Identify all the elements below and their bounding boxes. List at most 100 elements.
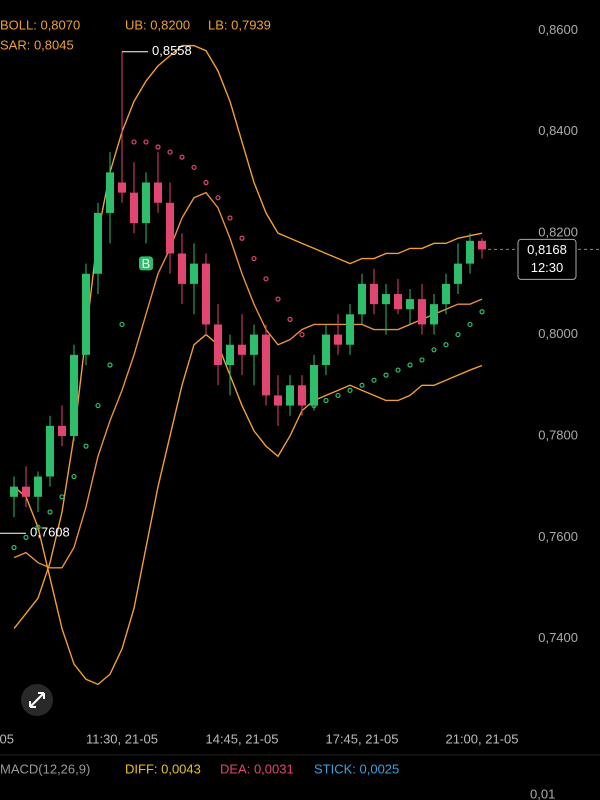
macd-diff: DIFF: 0,0043 bbox=[125, 761, 201, 776]
sar-dot bbox=[83, 443, 89, 449]
candle-body bbox=[262, 334, 270, 396]
candle-body bbox=[82, 273, 90, 355]
sar-dot bbox=[131, 139, 137, 145]
candle-body bbox=[454, 263, 462, 284]
sar-dot bbox=[467, 321, 473, 328]
sar-dot bbox=[167, 149, 173, 155]
sar-dot bbox=[275, 296, 281, 302]
legend-entry: SAR: 0,8045 bbox=[0, 37, 74, 52]
sar-dot bbox=[455, 331, 461, 338]
sar-dot bbox=[191, 164, 197, 170]
sar-dot bbox=[251, 255, 257, 262]
overlay-line bbox=[13, 333, 483, 686]
candle-body bbox=[358, 283, 366, 315]
candle-body bbox=[130, 192, 138, 224]
price-time: 12:30 bbox=[531, 260, 564, 275]
y-tick-label: 0,8200 bbox=[538, 225, 578, 240]
sar-dot bbox=[35, 524, 41, 530]
candle-body bbox=[10, 486, 18, 497]
legend-entry: UB: 0,8200 bbox=[125, 17, 190, 32]
x-tick-label: 11:30, 21-05 bbox=[86, 731, 158, 746]
sar-dot bbox=[47, 509, 53, 515]
sar-dot bbox=[227, 215, 233, 221]
macd-axis-label: 0,01 bbox=[530, 786, 555, 800]
expand-icon[interactable] bbox=[21, 684, 53, 716]
macd-dea: DEA: 0,0031 bbox=[220, 761, 294, 776]
price-value: 0,8168 bbox=[527, 242, 567, 257]
y-tick-label: 0,7400 bbox=[538, 630, 578, 645]
buy-signal: B bbox=[142, 256, 151, 271]
y-tick-label: 0,8000 bbox=[538, 326, 578, 341]
sar-dot bbox=[323, 397, 329, 404]
sar-dot bbox=[383, 372, 389, 378]
y-tick-label: 0,8600 bbox=[538, 22, 578, 37]
sar-dot bbox=[203, 179, 209, 186]
y-tick-label: 0,7600 bbox=[538, 529, 578, 544]
candle-body bbox=[106, 172, 114, 213]
candle-body bbox=[394, 294, 402, 310]
sar-dot bbox=[215, 195, 221, 201]
candle-body bbox=[118, 182, 126, 193]
candle-body bbox=[34, 476, 42, 497]
overlay-line bbox=[13, 191, 483, 569]
x-tick-label: 17:45, 21-05 bbox=[325, 731, 398, 746]
candle-body bbox=[418, 299, 426, 325]
y-tick-label: 0,8400 bbox=[538, 123, 578, 138]
sar-dot bbox=[179, 154, 185, 160]
candle-body bbox=[22, 486, 30, 497]
legend-entry: BOLL: 0,8070 bbox=[0, 17, 80, 32]
sar-dot bbox=[95, 402, 101, 409]
x-tick-label: 21:00, 21-05 bbox=[445, 731, 518, 746]
legend-entry: LB: 0,7939 bbox=[208, 17, 271, 32]
candle-body bbox=[310, 365, 318, 406]
candle-body bbox=[190, 263, 198, 284]
sar-dot bbox=[71, 473, 77, 480]
sar-dot bbox=[479, 309, 485, 315]
sar-dot bbox=[431, 347, 437, 353]
candle-body bbox=[202, 263, 210, 325]
candle-body bbox=[346, 314, 354, 345]
candle-body bbox=[334, 334, 342, 345]
sar-dot bbox=[335, 392, 341, 399]
candle-body bbox=[154, 182, 162, 203]
candle-body bbox=[430, 304, 438, 325]
x-tick-label: 21-05 bbox=[0, 731, 14, 746]
price-box bbox=[517, 238, 577, 280]
sar-dot bbox=[347, 387, 353, 393]
sar-dot bbox=[263, 276, 269, 282]
sar-dot bbox=[371, 377, 377, 383]
candle-body bbox=[286, 385, 294, 406]
candle-body bbox=[46, 425, 54, 477]
candle-body bbox=[298, 385, 306, 406]
sar-dot bbox=[359, 382, 365, 388]
candle-body bbox=[166, 202, 174, 254]
sar-dot bbox=[143, 139, 149, 145]
overlay-line bbox=[13, 44, 483, 630]
sar-dot bbox=[395, 367, 401, 373]
candle-body bbox=[466, 240, 474, 264]
candle-body bbox=[250, 334, 258, 355]
sar-dot bbox=[59, 494, 65, 500]
sar-dot bbox=[107, 362, 113, 368]
candle-body bbox=[70, 354, 78, 436]
sar-dot bbox=[23, 534, 29, 540]
sar-dot bbox=[119, 321, 125, 328]
low-label: 0,7608 bbox=[30, 525, 70, 540]
x-tick-label: 14:45, 21-05 bbox=[205, 731, 278, 746]
high-label: 0,8558 bbox=[152, 43, 192, 58]
candle-body bbox=[382, 294, 390, 305]
candle-body bbox=[142, 182, 150, 224]
candle-body bbox=[226, 344, 234, 365]
sar-dot bbox=[299, 331, 305, 338]
y-tick-label: 0,7800 bbox=[538, 427, 578, 442]
sar-dot bbox=[11, 544, 17, 551]
buy-signal-box bbox=[139, 256, 153, 271]
candle-body bbox=[478, 240, 486, 250]
candle-body bbox=[238, 344, 246, 355]
sar-dot bbox=[155, 144, 161, 150]
macd-title: MACD(12,26,9) bbox=[0, 761, 90, 776]
macd-stick: STICK: 0,0025 bbox=[314, 761, 399, 776]
candle-body bbox=[274, 395, 282, 406]
sar-dot bbox=[443, 342, 449, 348]
